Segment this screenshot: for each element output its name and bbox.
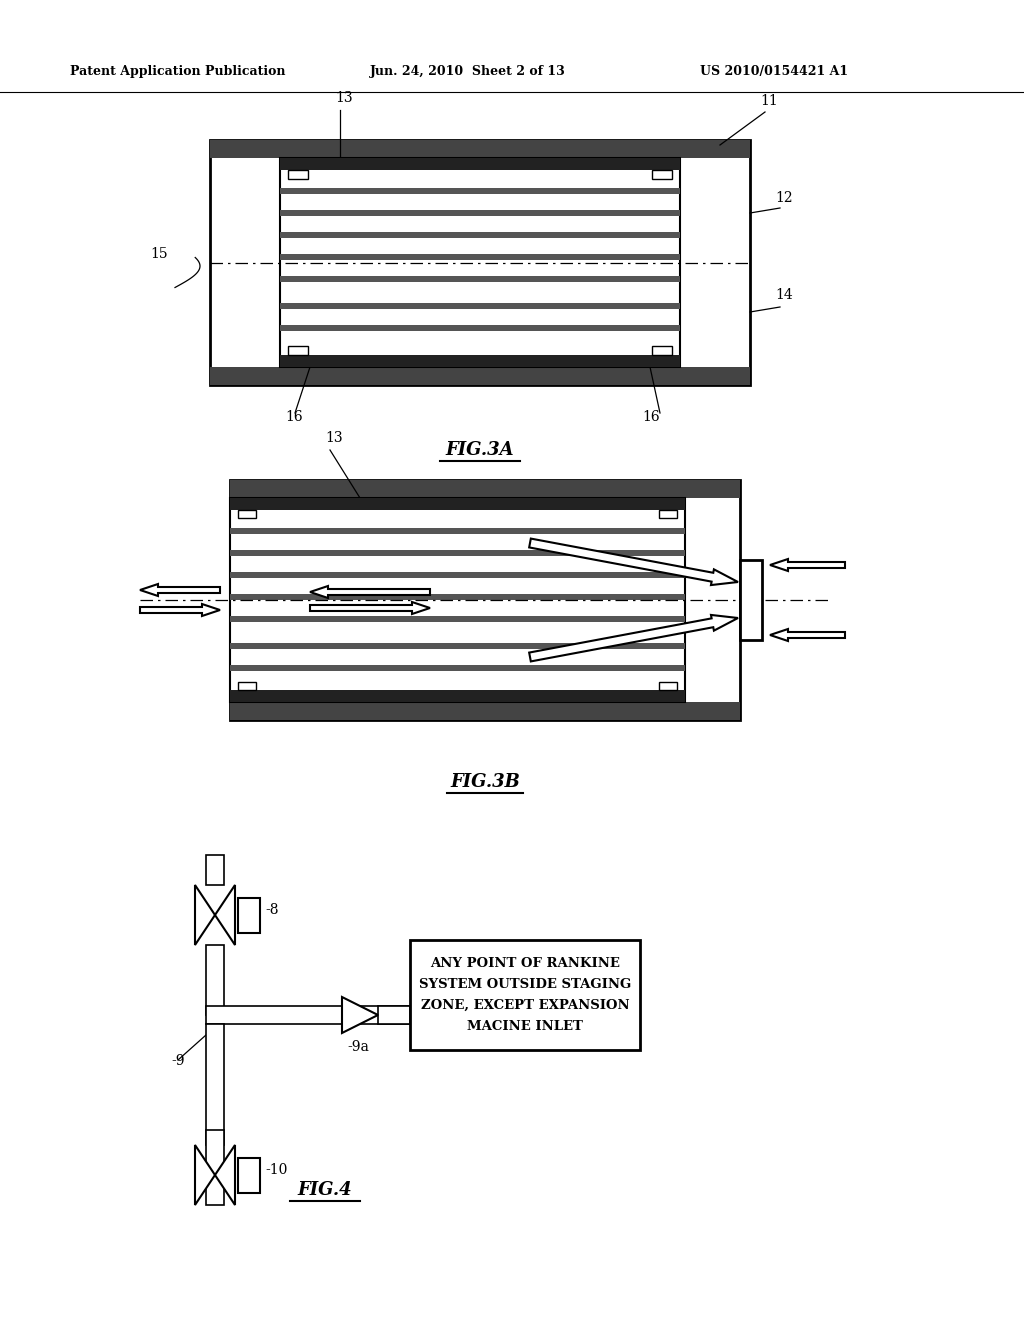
Bar xyxy=(206,1024,224,1144)
Text: 15: 15 xyxy=(150,247,168,260)
Bar xyxy=(238,898,260,932)
Text: -8: -8 xyxy=(265,903,279,917)
Text: 12: 12 xyxy=(775,191,793,205)
Bar xyxy=(206,855,224,884)
Bar xyxy=(238,510,256,517)
Polygon shape xyxy=(195,884,215,945)
Bar xyxy=(288,170,308,180)
Bar xyxy=(288,346,308,355)
Bar xyxy=(230,498,685,702)
Text: US 2010/0154421 A1: US 2010/0154421 A1 xyxy=(700,66,848,78)
Bar xyxy=(652,346,672,355)
Text: FIG.3B: FIG.3B xyxy=(451,774,520,791)
Bar xyxy=(230,665,685,671)
Bar xyxy=(740,560,762,640)
Bar xyxy=(238,1158,260,1192)
Bar xyxy=(280,355,680,367)
Text: 11: 11 xyxy=(760,94,778,108)
Bar xyxy=(238,682,256,690)
Bar xyxy=(230,480,740,719)
Bar xyxy=(659,682,677,690)
Polygon shape xyxy=(215,1144,234,1205)
Text: FIG.3A: FIG.3A xyxy=(445,441,514,459)
Text: Jun. 24, 2010  Sheet 2 of 13: Jun. 24, 2010 Sheet 2 of 13 xyxy=(370,66,565,78)
Bar xyxy=(210,367,750,385)
Bar xyxy=(230,702,740,719)
Bar xyxy=(230,643,685,649)
Text: 16: 16 xyxy=(285,411,303,424)
Polygon shape xyxy=(529,615,738,661)
Bar xyxy=(230,498,685,510)
Text: -9a: -9a xyxy=(347,1040,369,1053)
Bar xyxy=(378,1006,410,1024)
Polygon shape xyxy=(195,1144,215,1205)
Text: 13: 13 xyxy=(335,91,352,106)
Text: 14: 14 xyxy=(775,288,793,302)
Bar xyxy=(652,170,672,180)
Polygon shape xyxy=(770,558,845,572)
Bar xyxy=(206,945,224,1015)
Bar xyxy=(230,616,685,622)
Bar xyxy=(280,187,680,194)
Bar xyxy=(410,940,640,1049)
Polygon shape xyxy=(140,583,220,597)
Text: -9: -9 xyxy=(171,1053,184,1068)
Bar xyxy=(230,594,685,601)
Text: ANY POINT OF RANKINE
SYSTEM OUTSIDE STAGING
ZONE, EXCEPT EXPANSION
MACINE INLET: ANY POINT OF RANKINE SYSTEM OUTSIDE STAG… xyxy=(419,957,631,1034)
Polygon shape xyxy=(215,884,234,945)
Text: 13: 13 xyxy=(325,432,343,445)
Polygon shape xyxy=(140,605,220,616)
Bar xyxy=(280,253,680,260)
Polygon shape xyxy=(310,602,430,614)
Bar xyxy=(230,550,685,556)
Bar xyxy=(206,1130,224,1205)
Bar xyxy=(280,158,680,367)
Bar xyxy=(280,210,680,216)
Polygon shape xyxy=(770,630,845,642)
Bar xyxy=(280,276,680,282)
Polygon shape xyxy=(310,586,430,598)
Bar xyxy=(280,304,680,309)
Text: -10: -10 xyxy=(265,1163,288,1177)
Bar xyxy=(280,158,680,170)
Bar xyxy=(230,572,685,578)
Bar xyxy=(280,232,680,238)
Text: FIG.4: FIG.4 xyxy=(298,1181,352,1199)
Bar xyxy=(210,140,750,385)
Bar xyxy=(230,528,685,535)
Polygon shape xyxy=(529,539,738,585)
Bar xyxy=(206,1006,440,1024)
Text: Patent Application Publication: Patent Application Publication xyxy=(70,66,286,78)
Bar xyxy=(659,510,677,517)
Bar xyxy=(210,140,750,158)
Polygon shape xyxy=(342,997,378,1034)
Bar xyxy=(230,480,740,498)
Text: 16: 16 xyxy=(642,411,659,424)
Bar xyxy=(230,690,685,702)
Bar xyxy=(280,325,680,331)
